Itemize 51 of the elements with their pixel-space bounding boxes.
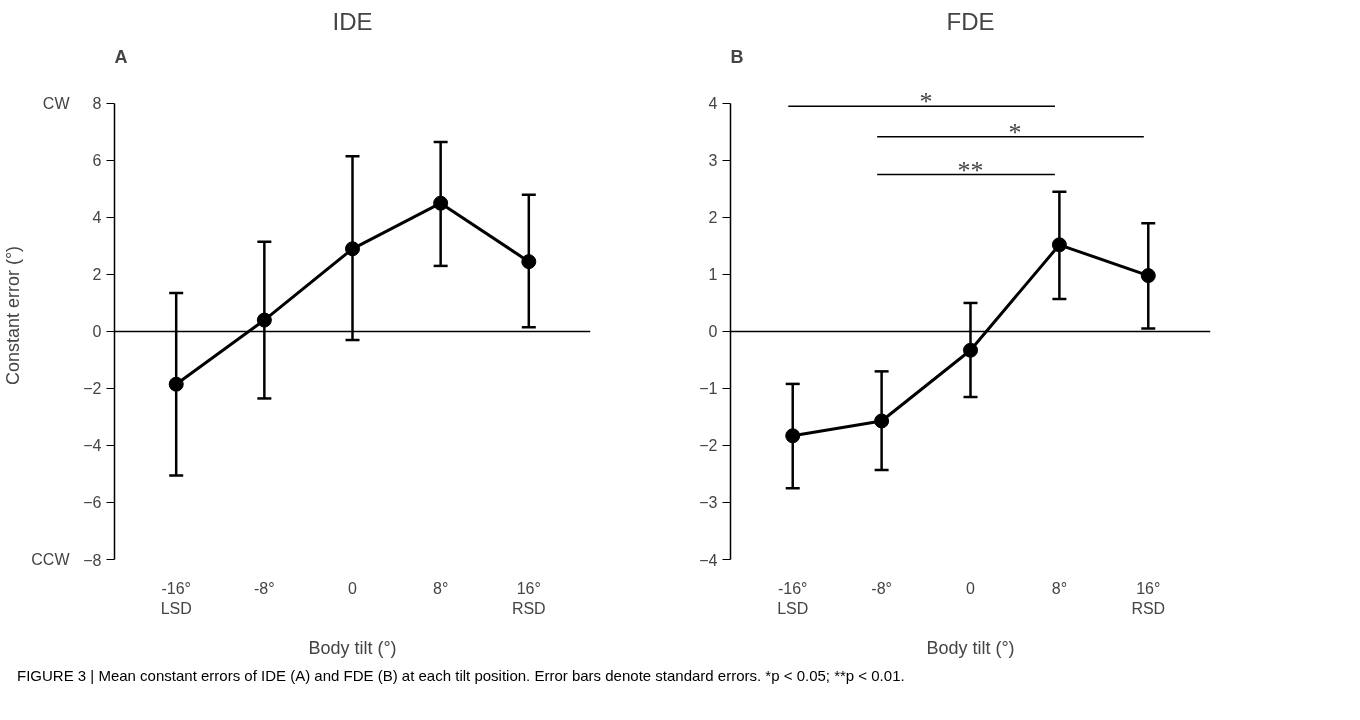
y-tick-label: −4 <box>699 551 718 569</box>
annotation: * <box>919 87 933 117</box>
chart-title: FDE <box>946 7 995 35</box>
x-tick-label: 0 <box>348 579 358 597</box>
y-tick-label: −3 <box>699 494 718 512</box>
x-tick-label: 16° RSD <box>511 579 546 617</box>
y-tick-label: 4 <box>92 209 102 227</box>
x-tick-label: 16° RSD <box>1131 579 1166 617</box>
point <box>521 254 537 270</box>
point <box>256 312 272 328</box>
y-tick-label: 2 <box>708 209 718 227</box>
x-tick-label: 8° <box>433 579 449 597</box>
point <box>1051 237 1067 253</box>
y-tick-label: −6 <box>83 494 102 512</box>
x-axis-title: Body tilt (°) <box>308 637 397 658</box>
x-tick-label: -16° LSD <box>160 579 192 617</box>
text: CW <box>42 94 71 112</box>
point <box>785 428 801 444</box>
point <box>874 413 890 429</box>
y-tick-label: −8 <box>83 551 102 569</box>
y-axis-title: Constant error (°) <box>3 245 24 386</box>
y-tick-label: 4 <box>708 95 718 113</box>
y-tick-label: 0 <box>708 323 718 341</box>
y-tick-label: 8 <box>92 95 102 113</box>
x-tick-label: -8° <box>254 579 275 597</box>
point <box>345 241 360 257</box>
y-tick-label: 6 <box>92 152 102 170</box>
y-tick-label: 2 <box>92 266 102 284</box>
y-tick-label: −4 <box>83 437 102 455</box>
y-tick-label: 1 <box>708 266 718 284</box>
point <box>963 342 978 358</box>
point <box>168 376 184 392</box>
annotation: ** <box>957 155 984 185</box>
x-tick-label: -16° LSD <box>777 579 809 617</box>
x-axis-title: Body tilt (°) <box>926 637 1015 658</box>
text: B <box>730 46 744 67</box>
text: CCW <box>31 551 71 568</box>
caption: FIGURE 3 | Mean constant errors of IDE (A) and FDE (B) at each tilt position. Error bars denote standard errors. *p < 0.05; **p < 0.01. <box>17 666 905 686</box>
y-tick-label: −2 <box>699 437 718 455</box>
y-tick-label: 0 <box>92 323 102 341</box>
x-tick-label: -8° <box>871 579 892 597</box>
y-tick-label: 3 <box>708 152 718 170</box>
chart-title: IDE <box>332 7 373 35</box>
x-tick-label: 0 <box>966 579 976 597</box>
y-tick-label: −2 <box>83 380 102 398</box>
x-tick-label: 8° <box>1051 579 1068 597</box>
y-tick-label: −1 <box>699 380 718 398</box>
text: A <box>114 46 128 67</box>
point <box>433 195 449 211</box>
annotation: * <box>1008 117 1022 147</box>
point <box>1140 268 1156 284</box>
